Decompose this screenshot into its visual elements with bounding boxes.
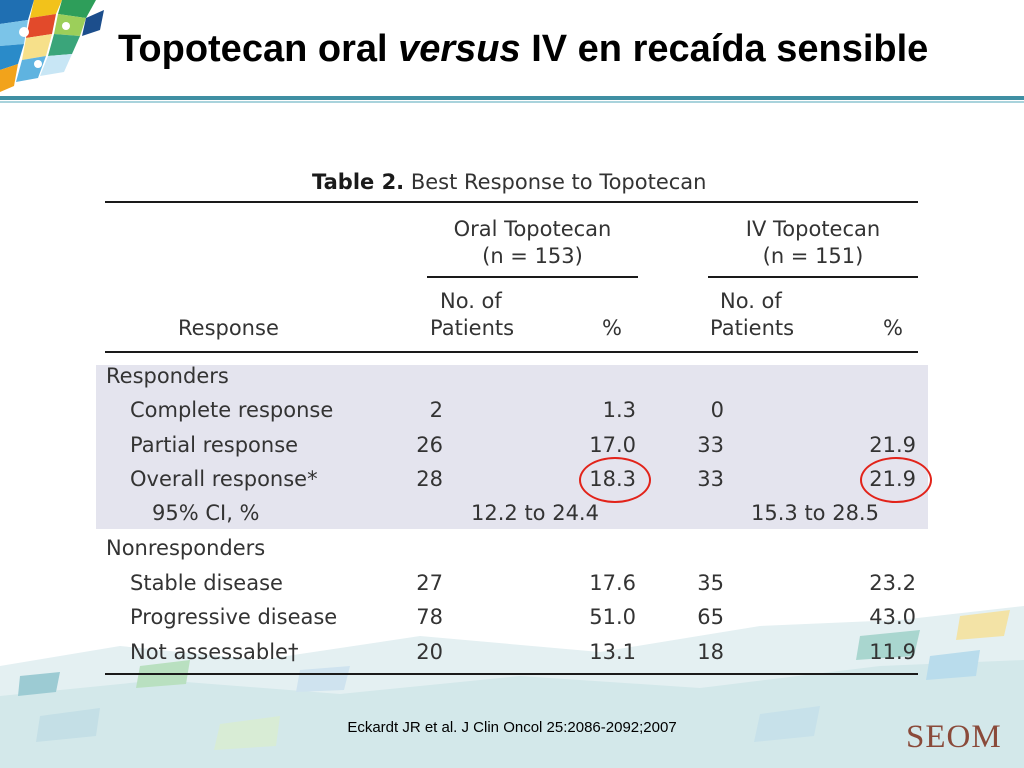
oral-patients-cell: 78 — [416, 605, 443, 629]
iv-patients-cell: 33 — [697, 433, 724, 457]
oral-patients-cell: 2 — [429, 398, 443, 422]
row-label: Stable disease — [130, 571, 283, 595]
column-header-iv-patients-line2: Patients — [710, 316, 795, 340]
column-header-iv-percent: % — [883, 316, 903, 340]
citation: Eckardt JR et al. J Clin Oncol 25:2086-2… — [347, 719, 677, 736]
footer-mosaic — [0, 606, 1024, 768]
oral-percent-cell: 51.0 — [589, 605, 636, 629]
iv-ci-cell: 15.3 to 28.5 — [751, 501, 879, 525]
row-label: Overall response* — [130, 467, 318, 491]
iv-group-header-line1: IV Topotecan — [745, 217, 881, 241]
row-label: Partial response — [130, 433, 299, 457]
title-divider-accent — [0, 101, 1024, 103]
section-label-responders: Responders — [106, 364, 229, 388]
iv-percent-cell: 11.9 — [869, 640, 916, 664]
oral-patients-cell: 26 — [416, 433, 443, 457]
oral-patients-cell: 28 — [416, 467, 443, 491]
column-header-oral-patients-line1: No. of — [440, 289, 502, 313]
iv-percent-cell: 43.0 — [869, 605, 916, 629]
iv-patients-cell: 33 — [697, 467, 724, 491]
oral-percent-cell: 1.3 — [602, 398, 636, 422]
oral-patients-cell: 20 — [416, 640, 443, 664]
seom-logo: SEOM — [906, 719, 1002, 755]
responders-shading — [96, 365, 928, 529]
column-header-oral-patients-line2: Patients — [430, 316, 515, 340]
table-caption: Table 2. Best Response to Topotecan — [312, 170, 707, 194]
row-label: Not assessable† — [130, 640, 299, 664]
iv-percent-cell: 23.2 — [869, 571, 916, 595]
iv-patients-cell: 35 — [697, 571, 724, 595]
row-label: Complete response — [130, 398, 334, 422]
oral-group-header-line2: (n = 153) — [482, 244, 583, 268]
row-label-ci: 95% CI, % — [152, 501, 260, 525]
oral-ci-cell: 12.2 to 24.4 — [471, 501, 599, 525]
title-divider — [0, 96, 1024, 100]
column-header-oral-percent: % — [602, 316, 622, 340]
oral-percent-cell: 13.1 — [589, 640, 636, 664]
oral-patients-cell: 27 — [416, 571, 443, 595]
header-bottom-rule — [105, 351, 918, 353]
row-label: Progressive disease — [130, 605, 338, 629]
oral-percent-cell: 17.6 — [589, 571, 636, 595]
oral-overall-response-highlight — [579, 457, 651, 503]
iv-percent-cell: 21.9 — [869, 433, 916, 457]
iv-group-rule — [708, 276, 918, 278]
table-bottom-rule — [105, 673, 918, 675]
column-header-iv-patients-line1: No. of — [720, 289, 782, 313]
oral-percent-cell: 17.0 — [589, 433, 636, 457]
table-top-rule — [105, 201, 918, 203]
iv-overall-response-highlight — [860, 457, 932, 503]
iv-patients-cell: 18 — [697, 640, 724, 664]
iv-patients-cell: 0 — [710, 398, 724, 422]
oral-group-header-line1: Oral Topotecan — [453, 217, 612, 241]
slide-title: Topotecan oral versus IV en recaída sens… — [118, 28, 929, 70]
oral-group-rule — [427, 276, 638, 278]
iv-group-header-line2: (n = 151) — [762, 244, 864, 268]
section-label-nonresponders: Nonresponders — [106, 536, 266, 560]
mosaic-logo — [0, 0, 118, 96]
iv-patients-cell: 65 — [697, 605, 724, 629]
column-header-response: Response — [178, 316, 279, 340]
